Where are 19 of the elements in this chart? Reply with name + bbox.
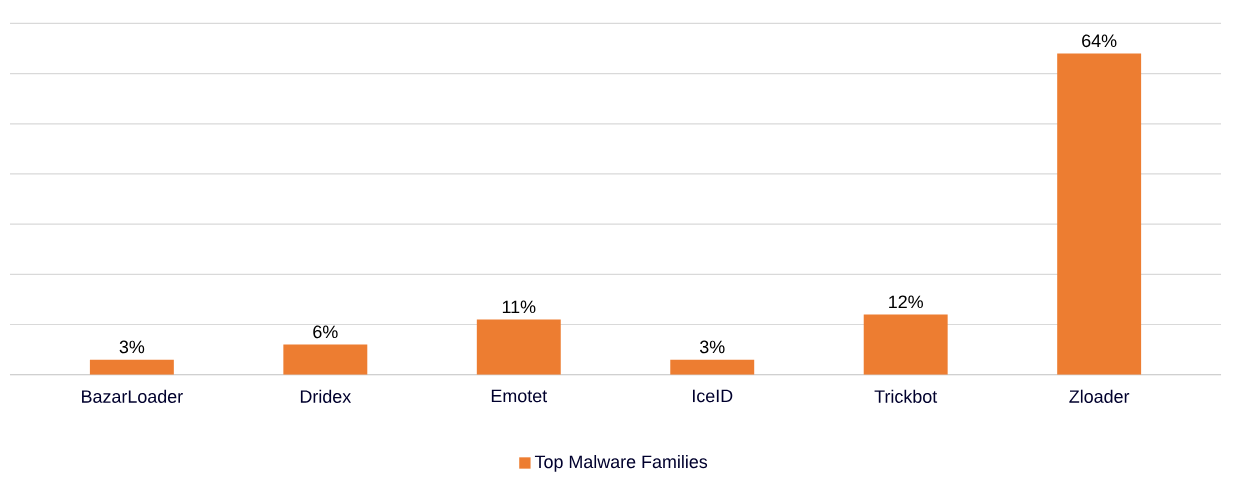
bar bbox=[283, 344, 368, 375]
data-label: 11% bbox=[502, 300, 536, 314]
legend-label: Top Malware Families bbox=[534, 455, 708, 472]
data-label: 3% bbox=[699, 340, 725, 354]
x-tick-label: Dridex bbox=[300, 389, 352, 404]
bar bbox=[863, 314, 948, 375]
bar bbox=[1057, 53, 1142, 375]
data-label: 3% bbox=[119, 340, 145, 354]
x-tick-label: IceID bbox=[692, 389, 733, 403]
data-label: 64% bbox=[1082, 34, 1117, 48]
x-tick-label: BazarLoader bbox=[82, 389, 183, 404]
x-tick-label: Trickbot bbox=[874, 389, 938, 404]
bar bbox=[89, 359, 174, 375]
bar bbox=[476, 319, 561, 375]
data-label: 12% bbox=[889, 295, 923, 309]
x-tick-label: Emotet bbox=[491, 389, 548, 403]
x-tick-label: Zloader bbox=[1069, 389, 1130, 404]
data-label: 6% bbox=[313, 325, 338, 339]
bar bbox=[670, 359, 755, 375]
